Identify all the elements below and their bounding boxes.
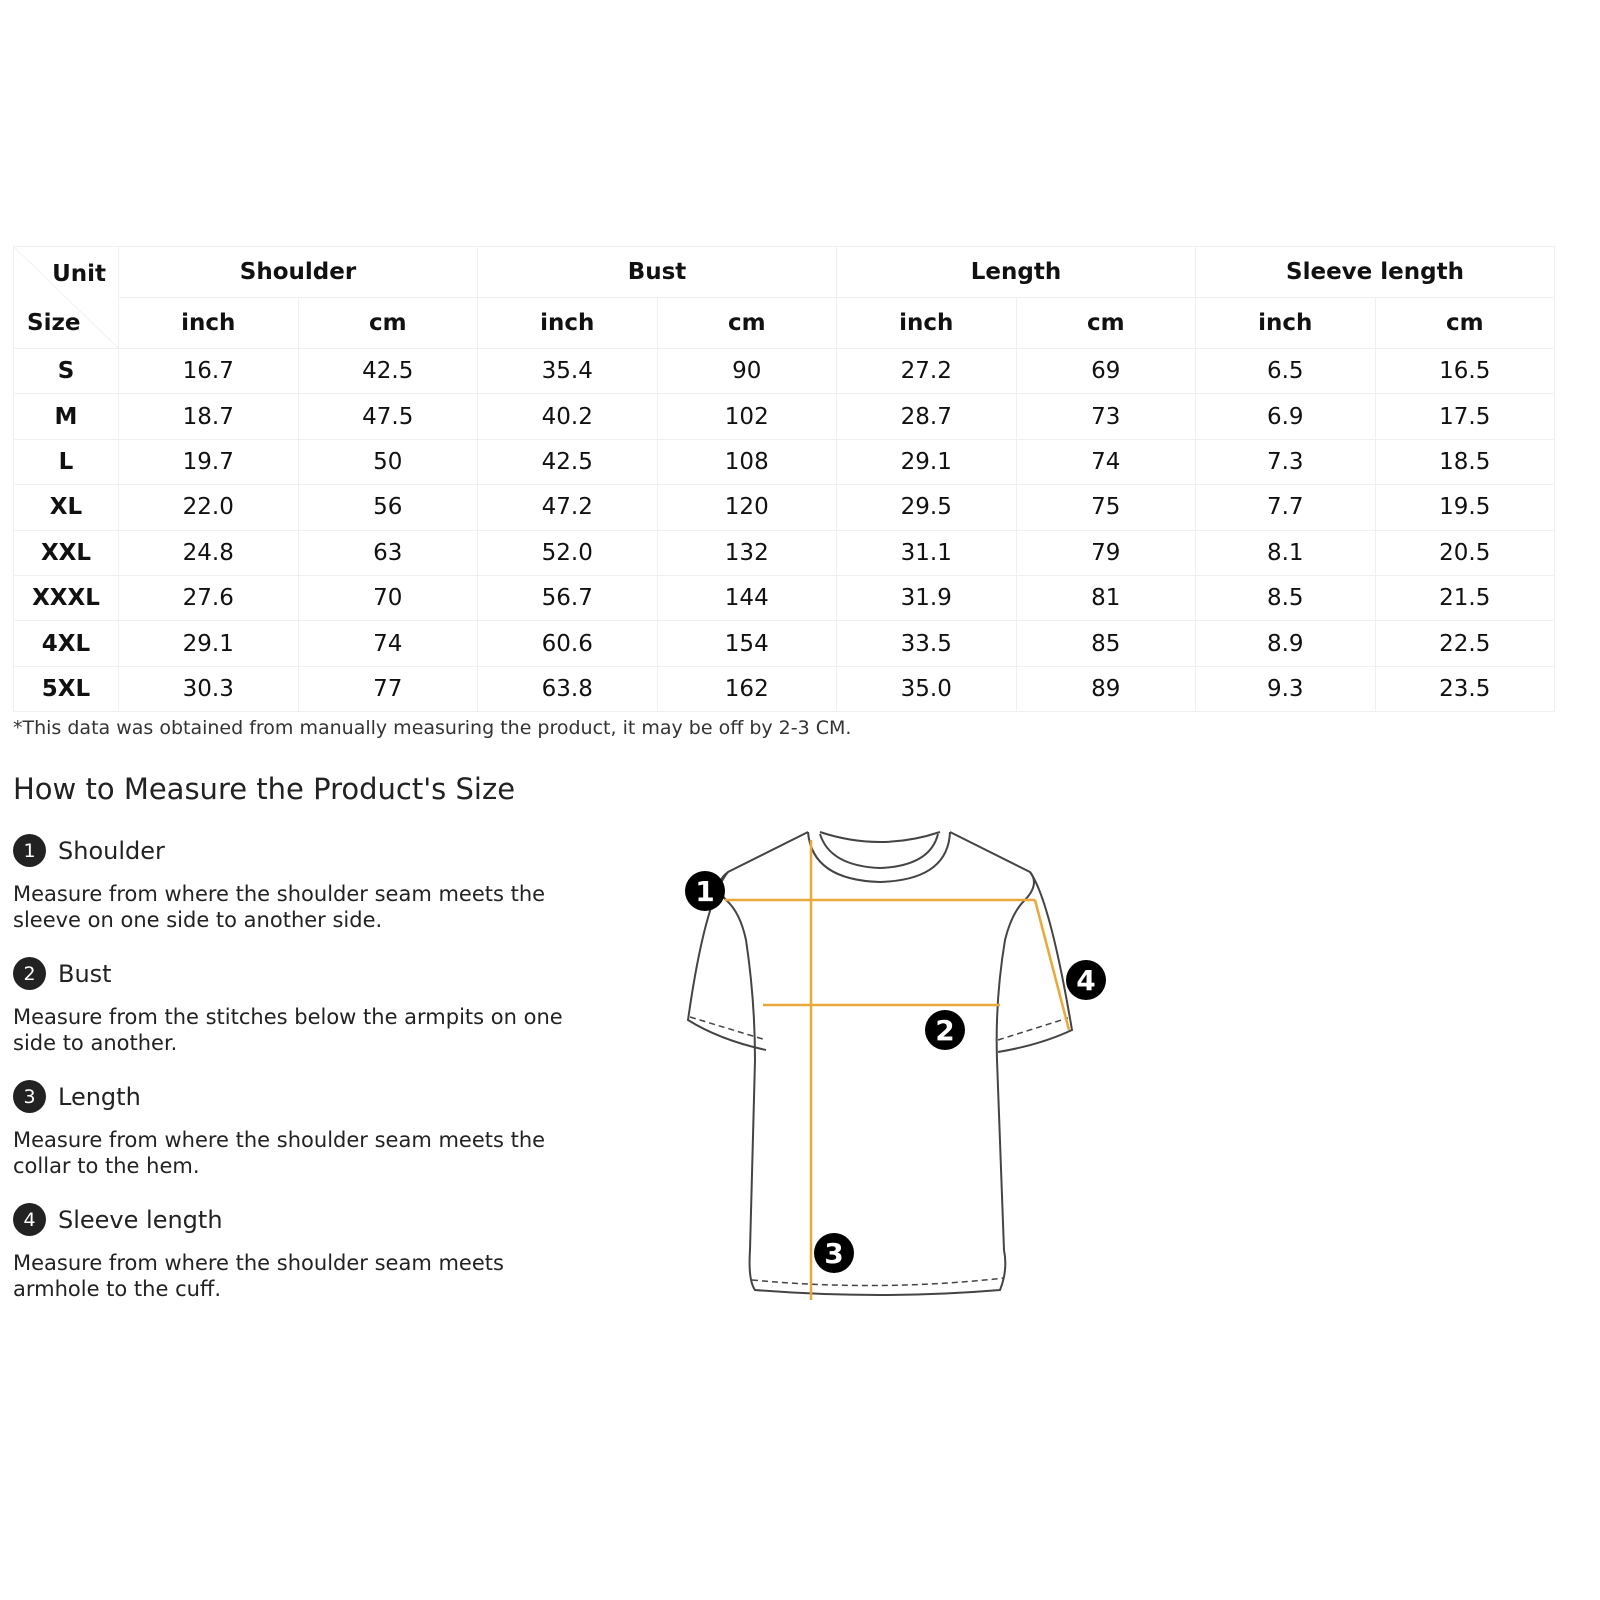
value-cell: 74 (1015, 438, 1196, 486)
tshirt-outline (718, 831, 1035, 1296)
value-cell: 6.5 (1195, 347, 1376, 395)
value-cell: 69 (1015, 347, 1196, 395)
value-cell: 60.6 (477, 620, 658, 667)
table-row: XL 22.0 56 47.2 120 29.5 75 7.7 19.5 (13, 484, 1555, 531)
measure-item: 2 Bust Measure from the stitches below the… (13, 957, 573, 1056)
measure-lines (725, 840, 1071, 1300)
measure-description: Measure from where the shoulder seam mee… (13, 1251, 504, 1301)
number-badge: 2 (13, 957, 46, 990)
size-cell: XXL (13, 529, 119, 576)
value-cell: 22.0 (118, 484, 299, 531)
diagram-markers: 1 2 3 4 (685, 871, 1106, 1273)
measure-description: Measure from where the shoulder seam mee… (13, 882, 546, 932)
size-cell: M (13, 393, 119, 440)
value-cell: 108 (656, 438, 837, 486)
value-cell: 30.3 (118, 665, 299, 713)
value-cell: 9.3 (1195, 665, 1376, 713)
measure-title: Sleeve length (58, 1205, 223, 1234)
table-row: 4XL 29.1 74 60.6 154 33.5 85 8.9 22.5 (13, 620, 1555, 667)
value-cell: 7.7 (1195, 484, 1376, 531)
value-cell: 132 (656, 529, 837, 576)
measure-description: Measure from where the shoulder seam mee… (13, 1128, 546, 1178)
table-row: 5XL 30.3 77 63.8 162 35.0 89 9.3 23.5 (13, 665, 1555, 713)
value-cell: 75 (1015, 484, 1196, 531)
howto-title: How to Measure the Product's Size (13, 772, 516, 806)
value-cell: 23.5 (1374, 665, 1555, 713)
value-cell: 89 (1015, 665, 1196, 713)
value-cell: 79 (1015, 529, 1196, 576)
marker-1: 1 (695, 875, 714, 908)
measure-description: Measure from the stitches below the armp… (13, 1005, 563, 1055)
value-cell: 85 (1015, 620, 1196, 667)
value-cell: 27.2 (836, 347, 1017, 395)
size-cell: 4XL (13, 620, 119, 667)
unit-header: inch (836, 297, 1017, 349)
measure-title: Shoulder (58, 836, 165, 865)
value-cell: 35.0 (836, 665, 1017, 713)
value-cell: 42.5 (477, 438, 658, 486)
value-cell: 17.5 (1374, 393, 1555, 440)
value-cell: 22.5 (1374, 620, 1555, 667)
table-row: L 19.7 50 42.5 108 29.1 74 7.3 18.5 (13, 438, 1555, 486)
table-row: S 16.7 42.5 35.4 90 27.2 69 6.5 16.5 (13, 347, 1555, 395)
value-cell: 29.1 (836, 438, 1017, 486)
measure-title: Bust (58, 959, 112, 988)
measure-title: Length (58, 1082, 141, 1111)
size-cell: 5XL (13, 665, 119, 713)
group-header: Sleeve length (1195, 246, 1555, 298)
value-cell: 35.4 (477, 347, 658, 395)
number-badge: 4 (13, 1203, 46, 1236)
unit-header: inch (118, 297, 299, 349)
unit-header: cm (656, 297, 837, 349)
size-cell: L (13, 438, 119, 486)
value-cell: 154 (656, 620, 837, 667)
value-cell: 19.7 (118, 438, 299, 486)
marker-3: 3 (824, 1237, 843, 1270)
unit-label: Unit (52, 261, 106, 287)
value-cell: 73 (1015, 393, 1196, 440)
value-cell: 63.8 (477, 665, 658, 713)
value-cell: 29.1 (118, 620, 299, 667)
table-row: XXXL 27.6 70 56.7 144 31.9 81 8.5 21.5 (13, 574, 1555, 622)
marker-4: 4 (1076, 964, 1095, 997)
value-cell: 90 (656, 347, 837, 395)
value-cell: 42.5 (297, 347, 478, 395)
value-cell: 8.9 (1195, 620, 1376, 667)
measure-item: 4 Sleeve length Measure from where the sho… (13, 1203, 573, 1302)
value-cell: 28.7 (836, 393, 1017, 440)
table-row: M 18.7 47.5 40.2 102 28.7 73 6.9 17.5 (13, 393, 1555, 440)
value-cell: 56.7 (477, 574, 658, 622)
value-cell: 20.5 (1374, 529, 1555, 576)
value-cell: 8.1 (1195, 529, 1376, 576)
value-cell: 63 (297, 529, 478, 576)
value-cell: 7.3 (1195, 438, 1376, 486)
number-badge: 3 (13, 1080, 46, 1113)
unit-size-header: Unit Size (13, 246, 119, 349)
unit-header: inch (477, 297, 658, 349)
measurement-note: *This data was obtained from manually me… (13, 717, 852, 739)
value-cell: 162 (656, 665, 837, 713)
measure-item: 1 Shoulder Measure from where the shoulder… (13, 834, 573, 933)
measure-item: 3 Length Measure from where the shoulder s… (13, 1080, 573, 1179)
value-cell: 144 (656, 574, 837, 622)
value-cell: 50 (297, 438, 478, 486)
value-cell: 52.0 (477, 529, 658, 576)
value-cell: 33.5 (836, 620, 1017, 667)
value-cell: 18.7 (118, 393, 299, 440)
size-cell: XXXL (13, 574, 119, 622)
value-cell: 102 (656, 393, 837, 440)
value-cell: 16.5 (1374, 347, 1555, 395)
value-cell: 77 (297, 665, 478, 713)
size-label: Size (27, 310, 81, 336)
value-cell: 27.6 (118, 574, 299, 622)
marker-2: 2 (935, 1014, 954, 1047)
value-cell: 74 (297, 620, 478, 667)
value-cell: 29.5 (836, 484, 1017, 531)
unit-header: cm (1015, 297, 1196, 349)
table-row: XXL 24.8 63 52.0 132 31.1 79 8.1 20.5 (13, 529, 1555, 576)
size-chart-table: Unit Size Shoulder Bust Length Sleeve len… (13, 246, 1555, 713)
number-badge: 1 (13, 834, 46, 867)
